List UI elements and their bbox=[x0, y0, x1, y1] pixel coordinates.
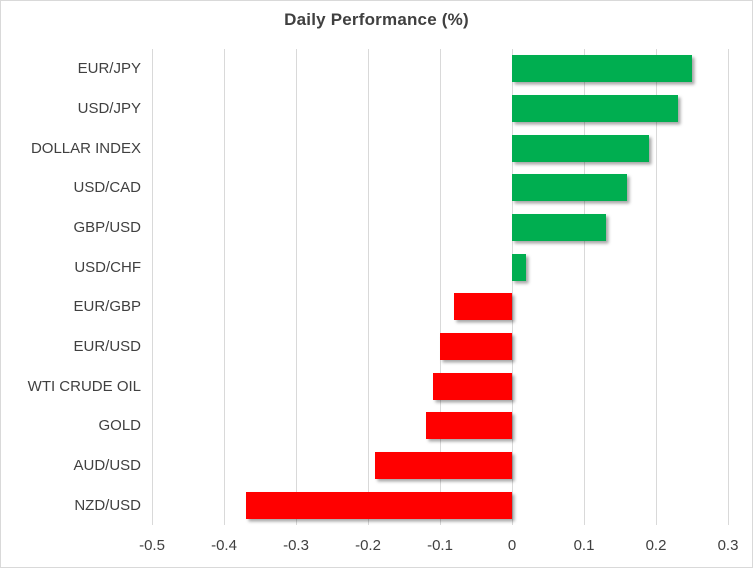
gridline bbox=[295, 49, 297, 525]
x-tick-label: 0.2 bbox=[645, 537, 667, 554]
gridline bbox=[511, 49, 513, 525]
x-tick-label: -0.4 bbox=[211, 537, 237, 554]
category-label: AUD/USD bbox=[73, 456, 141, 474]
bar-row bbox=[152, 366, 728, 406]
category-label: USD/JPY bbox=[77, 99, 141, 117]
bar-eur-gbp bbox=[454, 293, 512, 321]
bar-usd-cad bbox=[512, 174, 628, 202]
category-label: NZD/USD bbox=[74, 496, 141, 514]
bar-row bbox=[152, 128, 728, 168]
x-tick-label: -0.3 bbox=[283, 537, 309, 554]
category-label: EUR/USD bbox=[73, 337, 141, 355]
bar-row bbox=[152, 208, 728, 248]
bar-nzd-usd bbox=[245, 491, 512, 519]
bar-gold bbox=[425, 412, 512, 440]
category-label: DOLLAR INDEX bbox=[30, 139, 141, 157]
bar-eur-usd bbox=[440, 332, 512, 360]
bar-row bbox=[152, 49, 728, 89]
gridline bbox=[655, 49, 657, 525]
bar-row bbox=[152, 446, 728, 486]
bar-row bbox=[152, 327, 728, 367]
category-label: WTI CRUDE OIL bbox=[27, 377, 141, 395]
x-tick-label: 0.1 bbox=[573, 537, 595, 554]
bar-dollar-index bbox=[512, 134, 649, 162]
category-axis: EUR/JPY USD/JPY DOLLAR INDEX USD/CAD GBP/USD… bbox=[1, 49, 141, 525]
category-label: USD/CAD bbox=[73, 179, 141, 197]
bar-row bbox=[152, 89, 728, 129]
bar-eur-jpy bbox=[512, 55, 692, 83]
category-label: GOLD bbox=[98, 417, 141, 435]
value-axis: -0.5 -0.4 -0.3 -0.2 -0.1 0 0.1 0.2 0.3 bbox=[139, 537, 738, 559]
x-tick-label: -0.2 bbox=[355, 537, 381, 554]
gridline bbox=[439, 49, 441, 525]
chart-title: Daily Performance (%) bbox=[284, 10, 469, 29]
category-label: GBP/USD bbox=[73, 218, 141, 236]
x-tick-label: -0.1 bbox=[427, 537, 453, 554]
bar-row bbox=[152, 168, 728, 208]
gridline bbox=[151, 49, 153, 525]
gridline bbox=[223, 49, 225, 525]
bar-wti-crude-oil bbox=[432, 372, 512, 400]
x-tick-label: -0.5 bbox=[139, 537, 165, 554]
gridline bbox=[367, 49, 369, 525]
bar-aud-usd bbox=[375, 451, 512, 479]
bar-row bbox=[152, 485, 728, 525]
bar-row bbox=[152, 247, 728, 287]
gridline bbox=[583, 49, 585, 525]
bar-usd-chf bbox=[512, 253, 527, 281]
category-label: EUR/JPY bbox=[77, 60, 141, 78]
category-label: EUR/GBP bbox=[73, 298, 141, 316]
x-tick-label: 0.3 bbox=[717, 537, 739, 554]
gridline bbox=[727, 49, 729, 525]
bar-row bbox=[152, 287, 728, 327]
bar-usd-jpy bbox=[512, 94, 678, 122]
bar-row bbox=[152, 406, 728, 446]
plot-area bbox=[151, 49, 729, 525]
category-label: USD/CHF bbox=[74, 258, 141, 276]
x-tick-label: 0 bbox=[507, 537, 517, 554]
bar-gbp-usd bbox=[512, 213, 606, 241]
